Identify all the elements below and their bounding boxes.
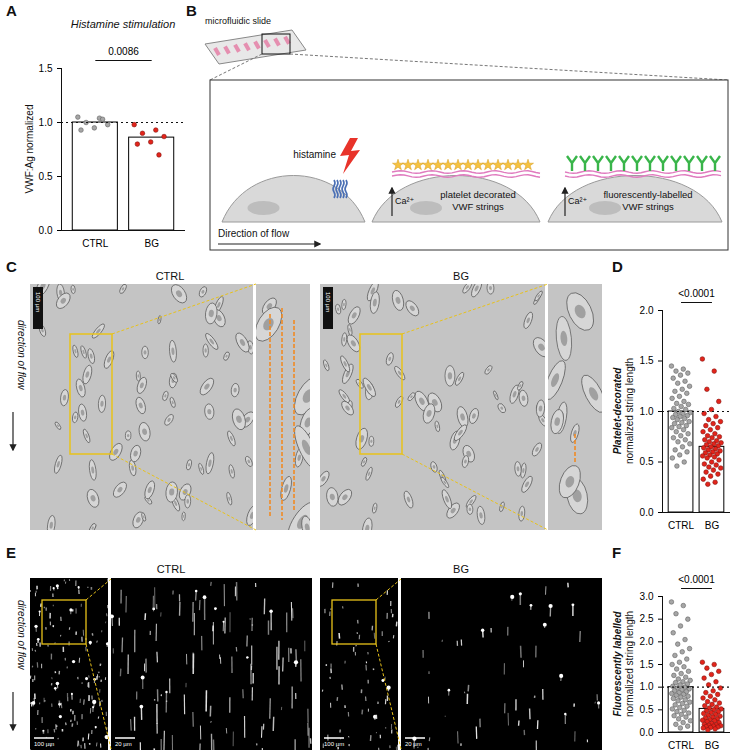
html-text:Fluorescently labelled: Fluorescently labelled [612,611,623,717]
svg-text:<0.0001: <0.0001 [678,288,715,299]
svg-text:100 µm: 100 µm [324,741,344,747]
svg-text:direction of flow: direction of flow [16,600,27,670]
svg-text:0.0086: 0.0086 [108,46,139,57]
svg-text:Ca²⁺: Ca²⁺ [395,196,415,206]
svg-text:fluorescently-labelled: fluorescently-labelled [603,189,692,200]
svg-text:F: F [612,544,621,561]
svg-text:BG: BG [453,563,469,575]
svg-text:C: C [6,258,17,275]
svg-text:BG: BG [453,270,469,282]
svg-text:1.0: 1.0 [39,117,53,128]
svg-text:BG: BG [705,520,720,531]
svg-text:direction of flow: direction of flow [16,320,27,390]
html-text:Platelet-decorated: Platelet-decorated [612,367,623,455]
svg-text:0.0: 0.0 [39,225,53,236]
svg-text:D: D [612,258,623,275]
svg-text:1.5: 1.5 [640,659,654,670]
svg-text:0.5: 0.5 [39,171,53,182]
svg-text:VWF strings: VWF strings [452,201,504,212]
html-text:normalized string length: normalized string length [624,357,635,465]
svg-text:1.5: 1.5 [640,355,654,366]
svg-text:E: E [6,544,16,561]
svg-text:B: B [186,2,197,19]
svg-text:2.5: 2.5 [640,613,654,624]
svg-text:histamine: histamine [293,149,336,160]
html-text:normalized string length: normalized string length [624,610,635,718]
svg-text:0.5: 0.5 [640,456,654,467]
svg-text:100 µm: 100 µm [325,292,331,312]
svg-text:0.0: 0.0 [640,727,654,738]
svg-text:2.0: 2.0 [640,636,654,647]
svg-text:CTRL: CTRL [82,238,109,249]
svg-text:BG: BG [705,740,720,751]
svg-text:100 µm: 100 µm [35,292,41,312]
html-text:Histamine stimulation: Histamine stimulation [70,18,176,30]
svg-text:20 µm: 20 µm [115,741,132,747]
svg-text:1.0: 1.0 [640,681,654,692]
svg-text:3.0: 3.0 [640,591,654,602]
svg-text:platelet decorated: platelet decorated [440,189,516,200]
svg-text:Direction of flow: Direction of flow [218,228,290,239]
svg-text:CTRL: CTRL [156,270,185,282]
svg-text:BG: BG [144,238,159,249]
svg-text:Ca²⁺: Ca²⁺ [568,196,588,206]
svg-text:1.5: 1.5 [39,63,53,74]
svg-text:CTRL: CTRL [668,740,695,751]
svg-text:1.0: 1.0 [640,406,654,417]
svg-text:20 µm: 20 µm [405,741,422,747]
svg-text:CTRL: CTRL [157,563,186,575]
svg-text:VWF strings: VWF strings [622,201,674,212]
svg-text:microfluidic slide: microfluidic slide [205,16,271,26]
svg-text:100 µm: 100 µm [34,741,54,747]
html-text:VWF:Ag normalized: VWF:Ag normalized [24,104,35,194]
svg-text:2.0: 2.0 [640,305,654,316]
svg-text:A: A [6,2,17,19]
svg-text:0.0: 0.0 [640,507,654,518]
svg-text:0.5: 0.5 [640,704,654,715]
svg-text:<0.0001: <0.0001 [678,574,715,585]
svg-text:CTRL: CTRL [668,520,695,531]
